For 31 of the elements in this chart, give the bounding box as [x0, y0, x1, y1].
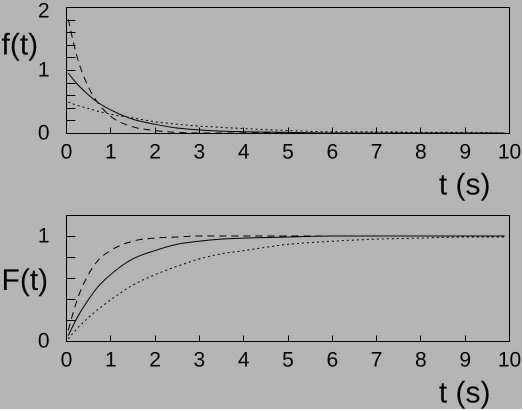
- x-tick-label: 0: [60, 348, 72, 372]
- x-axis-title: t (s): [438, 376, 490, 410]
- x-tick-label: 8: [415, 348, 427, 372]
- x-tick-label: 1: [104, 348, 117, 372]
- y-tick-label: 0: [38, 330, 50, 352]
- y-tick-label: 0: [38, 122, 50, 144]
- x-tick-label: 0: [60, 140, 72, 164]
- x-axis-title: t (s): [438, 168, 490, 202]
- y-axis-title: f(t): [2, 28, 38, 62]
- x-tick-label: 10: [498, 348, 522, 372]
- x-tick-label: 2: [149, 348, 161, 372]
- y-tick-label: 1: [38, 224, 50, 248]
- x-tick-label: 5: [282, 140, 294, 164]
- x-tick-label: 7: [370, 140, 382, 164]
- x-tick-label: 3: [194, 348, 206, 372]
- x-tick-label: 9: [459, 140, 472, 164]
- x-tick-label: 5: [282, 348, 294, 372]
- x-tick-label: 7: [370, 348, 382, 372]
- x-tick-label: 8: [415, 140, 427, 164]
- x-tick-label: 2: [149, 140, 161, 164]
- x-tick-label: 6: [326, 140, 338, 164]
- y-tick-label: 2: [38, 0, 50, 22]
- x-tick-label: 9: [459, 348, 472, 372]
- x-tick-label: 3: [194, 140, 206, 164]
- y-axis-title: F(t): [2, 264, 48, 298]
- x-tick-label: 1: [104, 140, 117, 164]
- x-tick-label: 4: [238, 140, 250, 164]
- x-tick-label: 10: [498, 140, 522, 164]
- x-tick-label: 6: [326, 348, 338, 372]
- y-tick-label: 1: [38, 58, 50, 82]
- x-tick-label: 4: [238, 348, 250, 372]
